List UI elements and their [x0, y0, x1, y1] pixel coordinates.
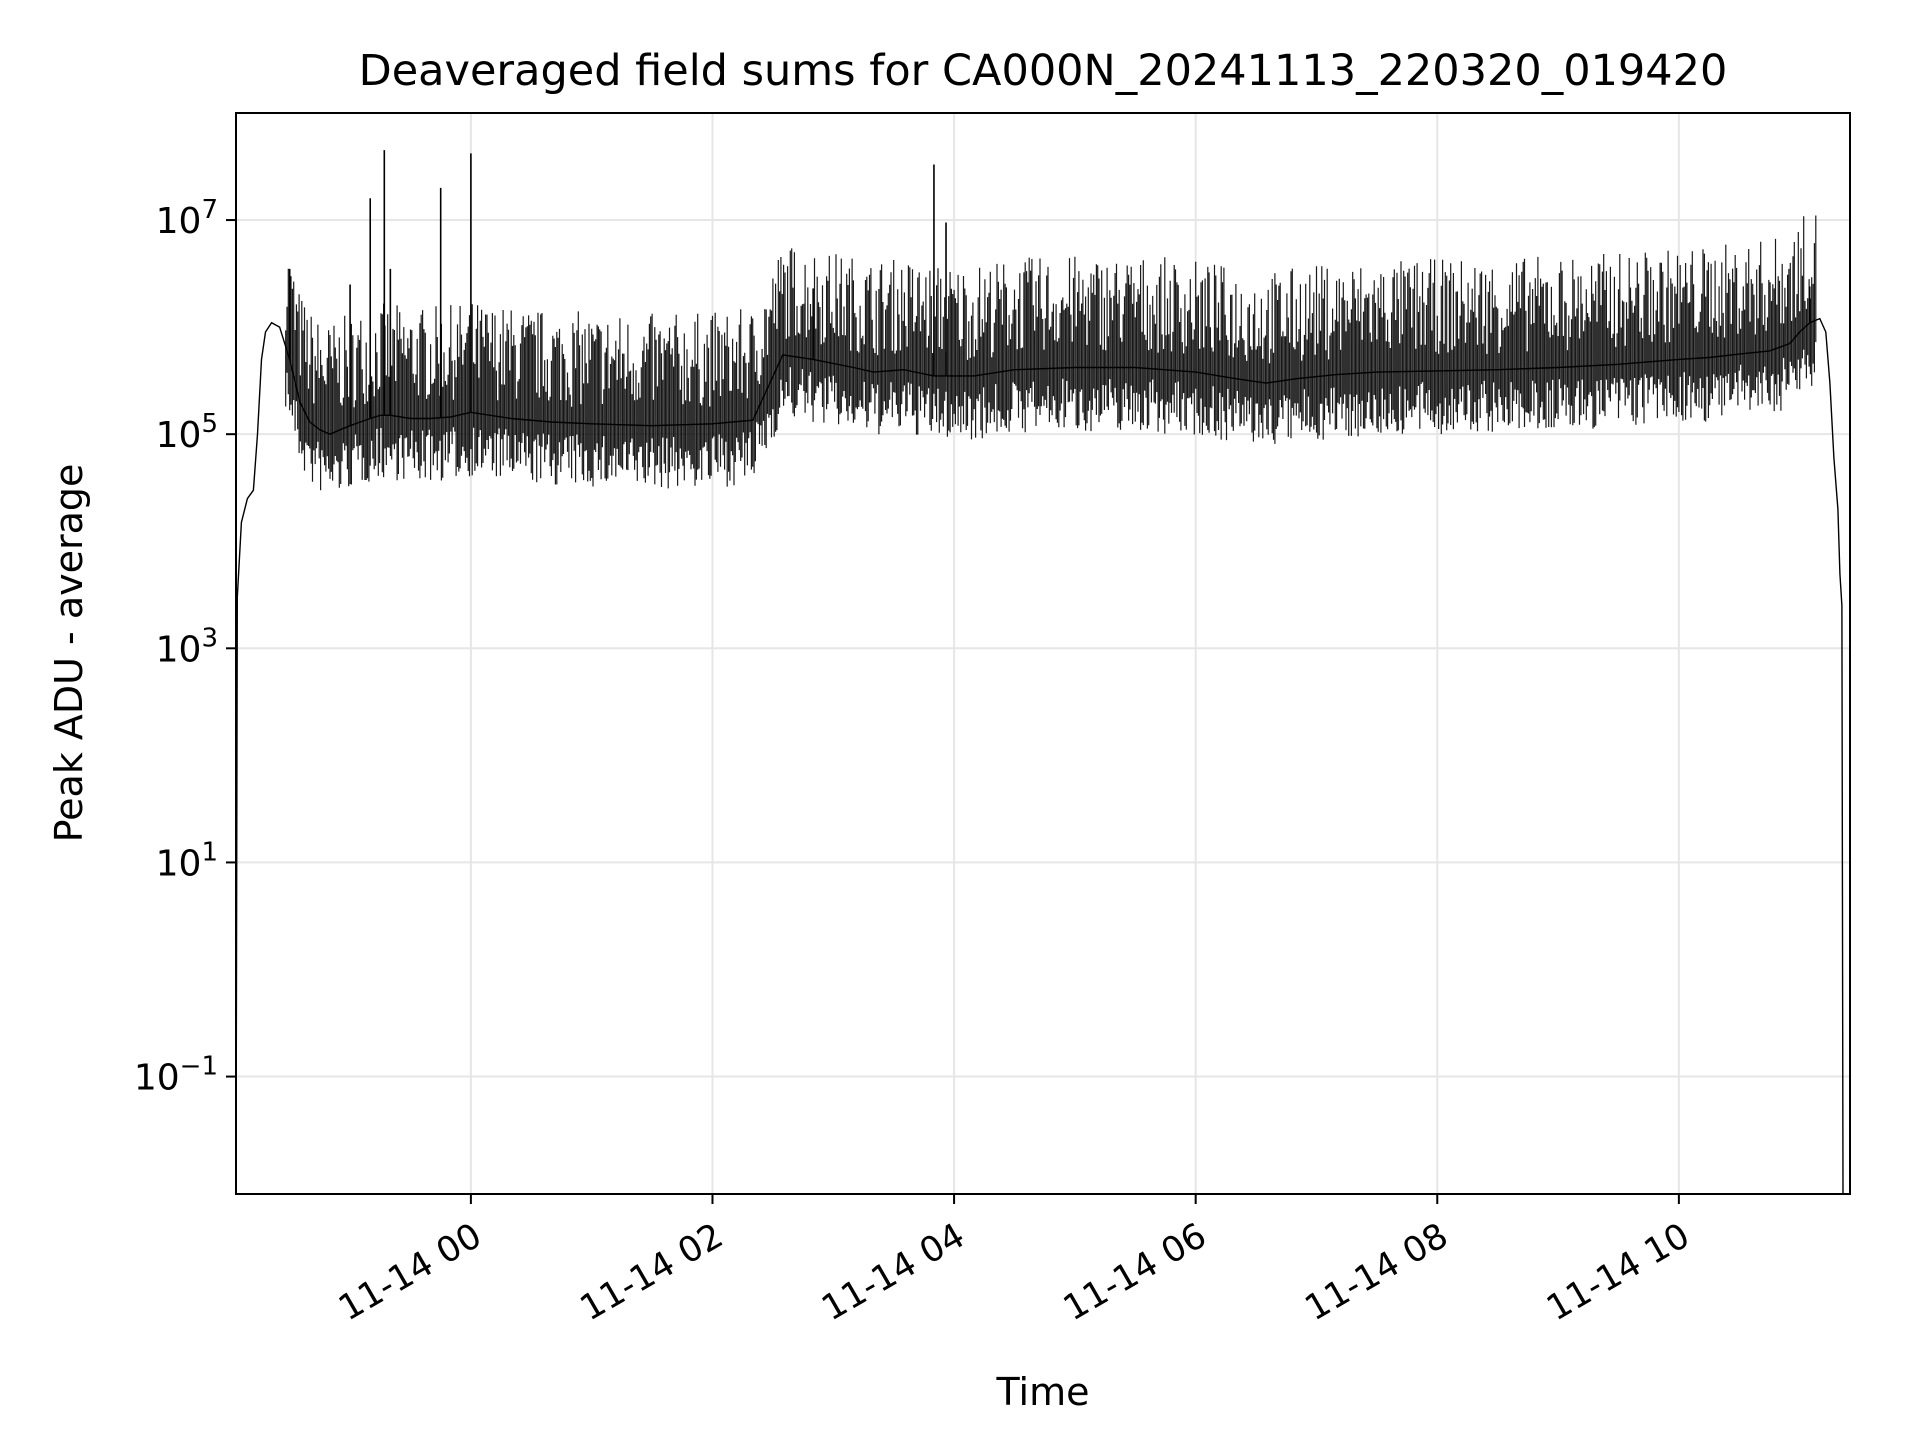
y-tick-label: 101	[156, 837, 218, 884]
series-line	[235, 317, 1844, 1194]
spike-marks	[288, 150, 1811, 426]
y-tick-label: 103	[156, 623, 218, 670]
x-axis-label: Time	[996, 1370, 1090, 1414]
y-tick-label: 107	[156, 195, 218, 242]
chart-title: Deaveraged field sums for CA000N_2024111…	[359, 46, 1728, 96]
y-axis-label: Peak ADU - average	[47, 464, 91, 843]
y-axis-ticks: 10−1 101 103 105 107	[134, 195, 236, 1099]
plot-area-frame	[235, 112, 1851, 1195]
y-tick-label: 10−1	[134, 1052, 218, 1099]
y-tick-label: 105	[156, 409, 218, 456]
